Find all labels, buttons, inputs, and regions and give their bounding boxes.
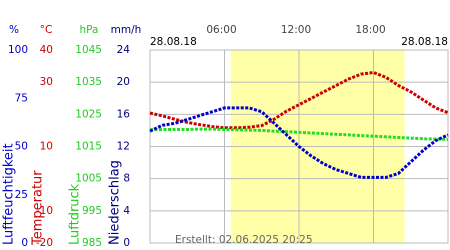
axis-unit: %	[9, 24, 19, 36]
axis-title: Luftdruck	[68, 183, 83, 245]
axis-title: Temperatur	[31, 170, 46, 246]
y-tick-label: 40	[40, 44, 53, 56]
y-tick-label: 4	[123, 205, 130, 217]
y-tick-label: 1025	[75, 108, 102, 120]
y-tick-label: -20	[36, 237, 53, 249]
y-tick-label: 25	[15, 189, 28, 201]
y-tick-label: 1045	[75, 44, 102, 56]
date-left: 28.08.18	[150, 36, 197, 48]
axis-title: Niederschlag	[108, 160, 123, 245]
data-line	[149, 127, 449, 141]
y-tick-label: 16	[117, 108, 131, 120]
axis-unit: hPa	[80, 24, 99, 36]
y-tick-label: 30	[40, 76, 53, 88]
y-tick-label: 75	[15, 92, 28, 104]
date-right: 28.08.18	[401, 36, 448, 48]
y-tick-label: 1005	[75, 173, 102, 185]
y-tick-label: 985	[82, 237, 102, 249]
y-tick-label: 100	[8, 44, 28, 56]
data-line	[149, 70, 449, 130]
y-tick-label: 0	[21, 237, 28, 249]
y-tick-label: 24	[117, 44, 131, 56]
y-tick-label: 12	[117, 141, 130, 153]
y-tick-label: 10	[40, 141, 53, 153]
x-tick-label: 18:00	[355, 24, 385, 36]
y-tick-label: 20	[117, 76, 130, 88]
y-tick-label: -10	[36, 205, 53, 217]
axis-unit: °C	[40, 24, 53, 36]
y-tick-label: 995	[82, 205, 102, 217]
created-note: Erstellt: 02.06.2025 20:25	[175, 234, 313, 246]
axis-title: Luftfeuchtigkeit	[2, 143, 17, 245]
x-tick-label: 06:00	[206, 24, 236, 36]
y-tick-label: 8	[123, 173, 130, 185]
data-line	[149, 106, 449, 179]
y-tick-label: 50	[15, 141, 28, 153]
x-tick-label: 12:00	[281, 24, 311, 36]
y-tick-label: 1035	[75, 76, 102, 88]
y-tick-label: 0	[123, 237, 130, 249]
axis-unit: mm/h	[111, 24, 142, 36]
y-tick-label: 1015	[75, 141, 102, 153]
